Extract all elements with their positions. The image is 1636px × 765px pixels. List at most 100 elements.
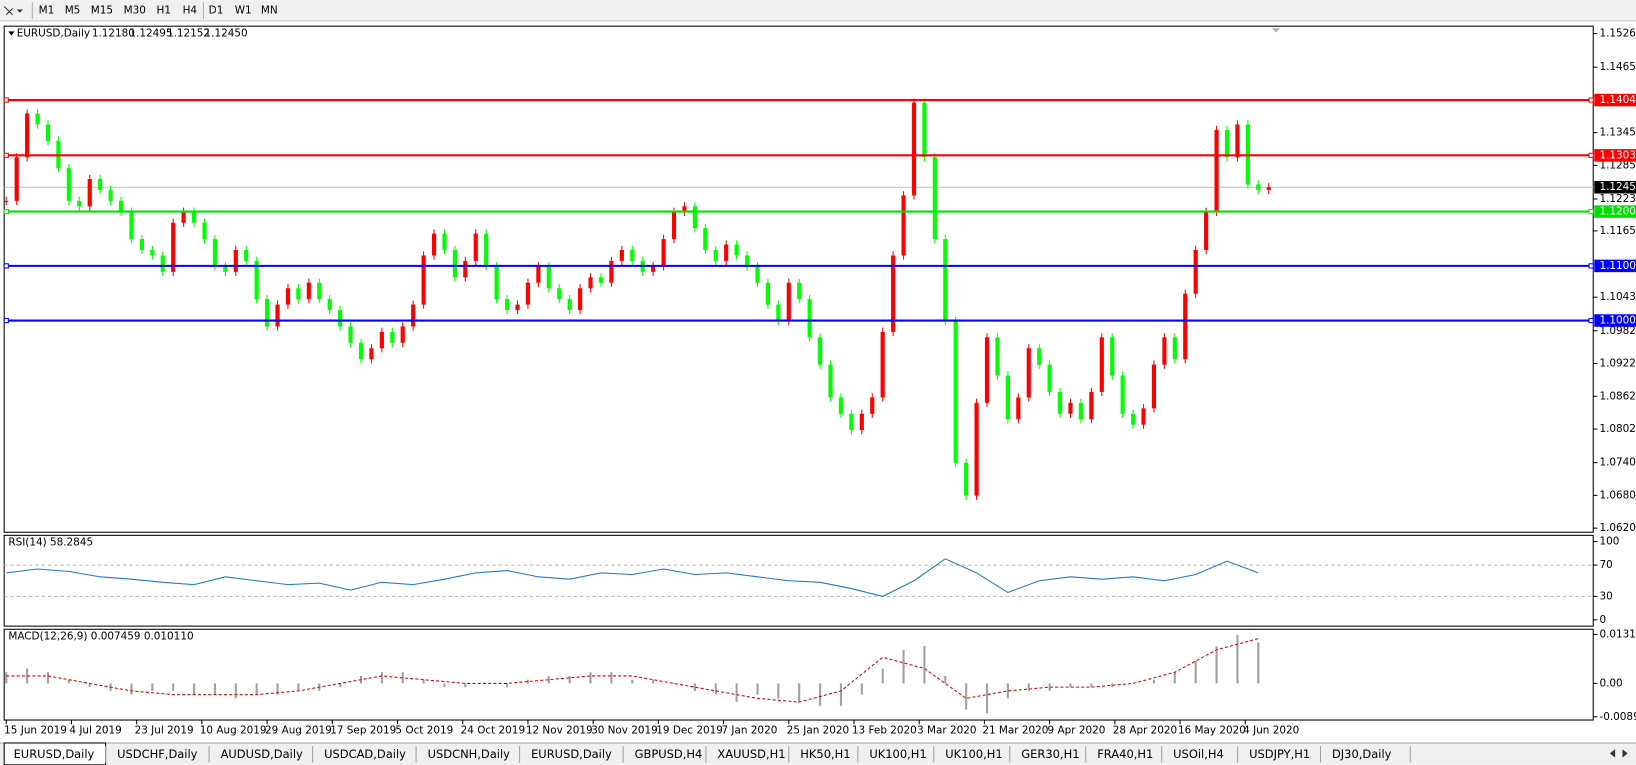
chart-tab-label[interactable]: USOil,H4 — [1173, 747, 1224, 761]
chart-tab-label[interactable]: USDCHF,Daily — [117, 747, 198, 761]
candle — [755, 266, 760, 283]
candle — [223, 266, 228, 272]
macd-bar — [172, 683, 175, 691]
macd-tick-label: 0.00 — [1599, 677, 1622, 689]
level-anchor[interactable] — [1588, 263, 1594, 269]
candle — [797, 282, 802, 300]
chart-tab-label[interactable]: AUDUSD,Daily — [221, 747, 303, 761]
timeframe-label[interactable]: H4 — [183, 5, 198, 17]
candle — [442, 233, 447, 251]
chart-tab[interactable] — [1239, 745, 1321, 764]
macd-bar — [88, 683, 91, 688]
tab-scroll-left[interactable] — [1609, 749, 1616, 758]
chart-tab-label[interactable]: USDCAD,Daily — [324, 747, 406, 761]
chart-tab[interactable] — [1011, 745, 1086, 764]
level-anchor[interactable] — [3, 152, 9, 158]
macd-bar — [1006, 683, 1009, 699]
date-label: 30 Nov 2019 — [591, 724, 658, 736]
level-anchor[interactable] — [1588, 152, 1594, 158]
macd-bar — [756, 683, 759, 695]
macd-bar — [485, 683, 488, 684]
cursor-icon[interactable] — [3, 5, 13, 16]
rsi-tick-label: 100 — [1599, 536, 1619, 548]
chart-tab-label[interactable]: USDCNH,Daily — [428, 747, 511, 761]
candle — [25, 113, 30, 158]
timeframe-label[interactable]: M1 — [39, 5, 55, 17]
date-label: 4 Jun 2020 — [1243, 724, 1299, 736]
pane-menu-arrow[interactable] — [8, 31, 15, 36]
candle — [1256, 184, 1261, 190]
macd-bar — [464, 683, 467, 688]
chart-tab-label[interactable]: EURUSD,Daily — [14, 747, 95, 761]
chart-tab[interactable] — [1163, 745, 1238, 764]
chart-tab-label[interactable]: EURUSD,Daily — [531, 747, 612, 761]
chart-tab-label[interactable]: GER30,H1 — [1021, 747, 1079, 761]
macd-bar — [819, 683, 822, 706]
macd-tick-label: -0.00893 — [1599, 711, 1636, 723]
chart-tab-label[interactable]: UK100,H1 — [945, 747, 1002, 761]
level-anchor[interactable] — [1588, 97, 1594, 103]
chart-tab-label[interactable]: HK50,H1 — [800, 747, 850, 761]
candle — [45, 124, 51, 141]
level-anchor[interactable] — [1588, 208, 1594, 215]
chart-tab[interactable] — [107, 745, 210, 764]
chart-tab-label[interactable]: DJ30,Daily — [1332, 747, 1392, 761]
chart-tab-label[interactable]: UK100,H1 — [869, 747, 926, 761]
candle — [77, 200, 82, 207]
price-tick-label: 1.13450 — [1599, 127, 1636, 139]
timeframe-label[interactable]: MN — [261, 5, 278, 17]
chart-tab[interactable] — [1087, 745, 1162, 764]
chart-tab[interactable] — [211, 745, 313, 764]
macd-bar — [985, 683, 989, 714]
chart-tab-label[interactable]: XAUUSD,H1 — [717, 747, 785, 761]
macd-bar — [526, 679, 529, 684]
candle — [1089, 391, 1094, 420]
macd-bar — [944, 675, 947, 684]
macd-bar — [1132, 683, 1135, 684]
candle — [786, 282, 791, 321]
chart-tab-label[interactable]: GBPUSD,H4 — [635, 747, 703, 761]
level-anchor[interactable] — [1588, 317, 1594, 324]
timeframe-label[interactable]: M5 — [65, 5, 81, 17]
macd-bar — [777, 683, 780, 699]
level-anchor[interactable] — [3, 263, 9, 269]
timeframe-label[interactable]: H1 — [157, 5, 171, 17]
level-anchor[interactable] — [3, 208, 9, 215]
timeframe-label[interactable]: M15 — [91, 5, 113, 17]
date-label: 17 Sep 2019 — [330, 724, 396, 736]
dropdown-arrow[interactable] — [16, 9, 23, 13]
chart-tab[interactable] — [1322, 745, 1411, 764]
chart-tab[interactable] — [708, 745, 789, 764]
chart-tab[interactable] — [859, 745, 934, 764]
level-anchor[interactable] — [3, 97, 9, 103]
tab-scroll-right[interactable] — [1622, 749, 1628, 758]
chart-tab-label[interactable]: USDJPY,H1 — [1249, 747, 1310, 761]
toolbar — [0, 0, 1636, 21]
candle — [870, 397, 875, 414]
macd-bar — [693, 683, 696, 691]
candle — [1151, 364, 1157, 409]
chart-tab[interactable] — [625, 745, 706, 764]
candle — [578, 288, 583, 311]
candle — [932, 157, 937, 240]
chart-tab[interactable] — [521, 745, 624, 764]
macd-bar — [672, 683, 676, 684]
chart-tab[interactable] — [935, 745, 1010, 764]
chart-tab[interactable] — [314, 745, 417, 764]
chart-tab[interactable] — [418, 745, 520, 764]
date-label: 12 Nov 2019 — [526, 724, 593, 736]
timeframe-label[interactable]: M30 — [124, 5, 146, 17]
chart-tab-label[interactable]: FRA40,H1 — [1097, 747, 1153, 761]
macd-bar — [213, 683, 216, 695]
candle — [744, 255, 750, 267]
timeframe-label[interactable]: D1 — [209, 5, 224, 17]
chart-tab[interactable] — [790, 745, 858, 764]
level-anchor[interactable] — [3, 317, 9, 324]
timeframe-label[interactable]: W1 — [235, 5, 252, 17]
candle — [191, 211, 197, 223]
macd-bar — [193, 683, 196, 695]
candle — [891, 255, 896, 332]
candle — [338, 310, 343, 327]
macd-bar — [255, 683, 258, 695]
candle — [911, 102, 917, 196]
